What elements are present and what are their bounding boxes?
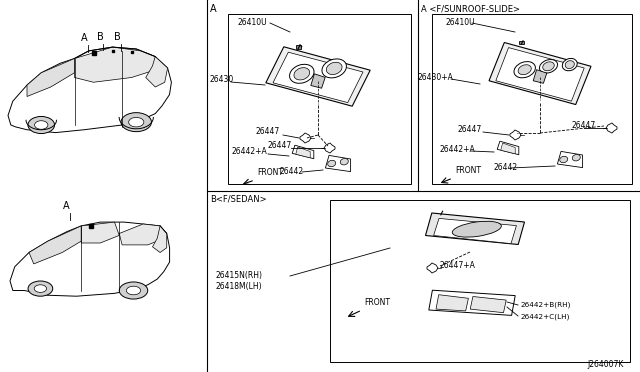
Ellipse shape — [328, 160, 336, 167]
Ellipse shape — [129, 118, 144, 127]
Text: B: B — [114, 32, 120, 42]
Polygon shape — [311, 74, 325, 88]
Polygon shape — [434, 218, 516, 244]
Text: J264007K: J264007K — [587, 360, 623, 369]
Polygon shape — [300, 133, 311, 143]
Text: 26442: 26442 — [280, 167, 304, 176]
Polygon shape — [426, 213, 525, 244]
Bar — [296, 45, 301, 49]
Text: 26447+A: 26447+A — [440, 260, 476, 269]
Text: 26415N(RH): 26415N(RH) — [215, 271, 262, 280]
Ellipse shape — [514, 62, 536, 78]
Text: 26442+A: 26442+A — [440, 145, 476, 154]
Ellipse shape — [540, 60, 557, 73]
Text: B: B — [97, 32, 104, 42]
Text: 26430: 26430 — [210, 76, 234, 84]
Ellipse shape — [126, 286, 141, 295]
Polygon shape — [427, 263, 438, 273]
Text: 26410U: 26410U — [238, 18, 268, 27]
Polygon shape — [81, 222, 119, 243]
Ellipse shape — [322, 59, 346, 78]
Text: A <F/SUNROOF-SLIDE>: A <F/SUNROOF-SLIDE> — [421, 4, 520, 13]
Text: A: A — [210, 4, 216, 14]
Polygon shape — [510, 130, 521, 140]
Polygon shape — [266, 47, 370, 106]
Text: 26442: 26442 — [493, 164, 517, 173]
Text: A: A — [63, 201, 69, 211]
Ellipse shape — [543, 62, 554, 71]
Ellipse shape — [340, 158, 348, 165]
Ellipse shape — [121, 113, 152, 132]
Polygon shape — [497, 141, 519, 155]
Ellipse shape — [572, 154, 580, 161]
Polygon shape — [324, 143, 335, 153]
Polygon shape — [533, 70, 547, 83]
Text: FRONT: FRONT — [455, 166, 481, 175]
Text: 26447: 26447 — [458, 125, 483, 135]
Text: 26418M(LH): 26418M(LH) — [215, 282, 262, 291]
Ellipse shape — [563, 58, 577, 71]
Ellipse shape — [294, 68, 310, 80]
Polygon shape — [152, 226, 167, 253]
Polygon shape — [606, 123, 617, 133]
Ellipse shape — [119, 282, 148, 299]
Polygon shape — [29, 226, 81, 264]
Polygon shape — [296, 147, 310, 158]
Text: 26410U: 26410U — [445, 18, 475, 27]
Polygon shape — [27, 58, 74, 96]
Polygon shape — [436, 295, 468, 311]
Polygon shape — [8, 47, 172, 132]
Text: FRONT: FRONT — [257, 168, 283, 177]
Ellipse shape — [560, 156, 568, 163]
Text: A: A — [81, 33, 87, 43]
Ellipse shape — [28, 116, 54, 134]
Ellipse shape — [518, 65, 531, 75]
Ellipse shape — [289, 64, 314, 83]
Polygon shape — [501, 143, 515, 154]
Polygon shape — [273, 52, 363, 103]
Text: FRONT: FRONT — [364, 298, 390, 307]
Polygon shape — [470, 296, 506, 313]
Text: 26442+B(RH): 26442+B(RH) — [520, 302, 570, 308]
Text: 26442+C(LH): 26442+C(LH) — [520, 313, 570, 320]
Text: B<F/SEDAN>: B<F/SEDAN> — [210, 195, 267, 204]
Ellipse shape — [34, 285, 47, 292]
Text: 26430+A: 26430+A — [418, 73, 454, 81]
Polygon shape — [10, 222, 170, 296]
Ellipse shape — [565, 61, 574, 68]
Text: 26442+A: 26442+A — [232, 148, 268, 157]
Ellipse shape — [452, 221, 501, 237]
Ellipse shape — [326, 62, 342, 74]
Polygon shape — [429, 290, 515, 315]
Polygon shape — [146, 57, 168, 87]
Polygon shape — [325, 155, 351, 171]
Polygon shape — [74, 47, 156, 82]
Ellipse shape — [28, 281, 52, 296]
Ellipse shape — [35, 121, 48, 129]
Polygon shape — [119, 224, 162, 245]
Polygon shape — [496, 48, 584, 101]
Text: 26447: 26447 — [268, 141, 292, 150]
Bar — [228, 14, 411, 184]
Text: 26447: 26447 — [572, 121, 596, 129]
Bar — [519, 41, 524, 44]
Text: 26447: 26447 — [255, 128, 279, 137]
Polygon shape — [557, 151, 582, 168]
Polygon shape — [292, 145, 314, 159]
Bar — [432, 14, 632, 184]
Polygon shape — [489, 42, 591, 105]
Bar — [330, 200, 630, 362]
